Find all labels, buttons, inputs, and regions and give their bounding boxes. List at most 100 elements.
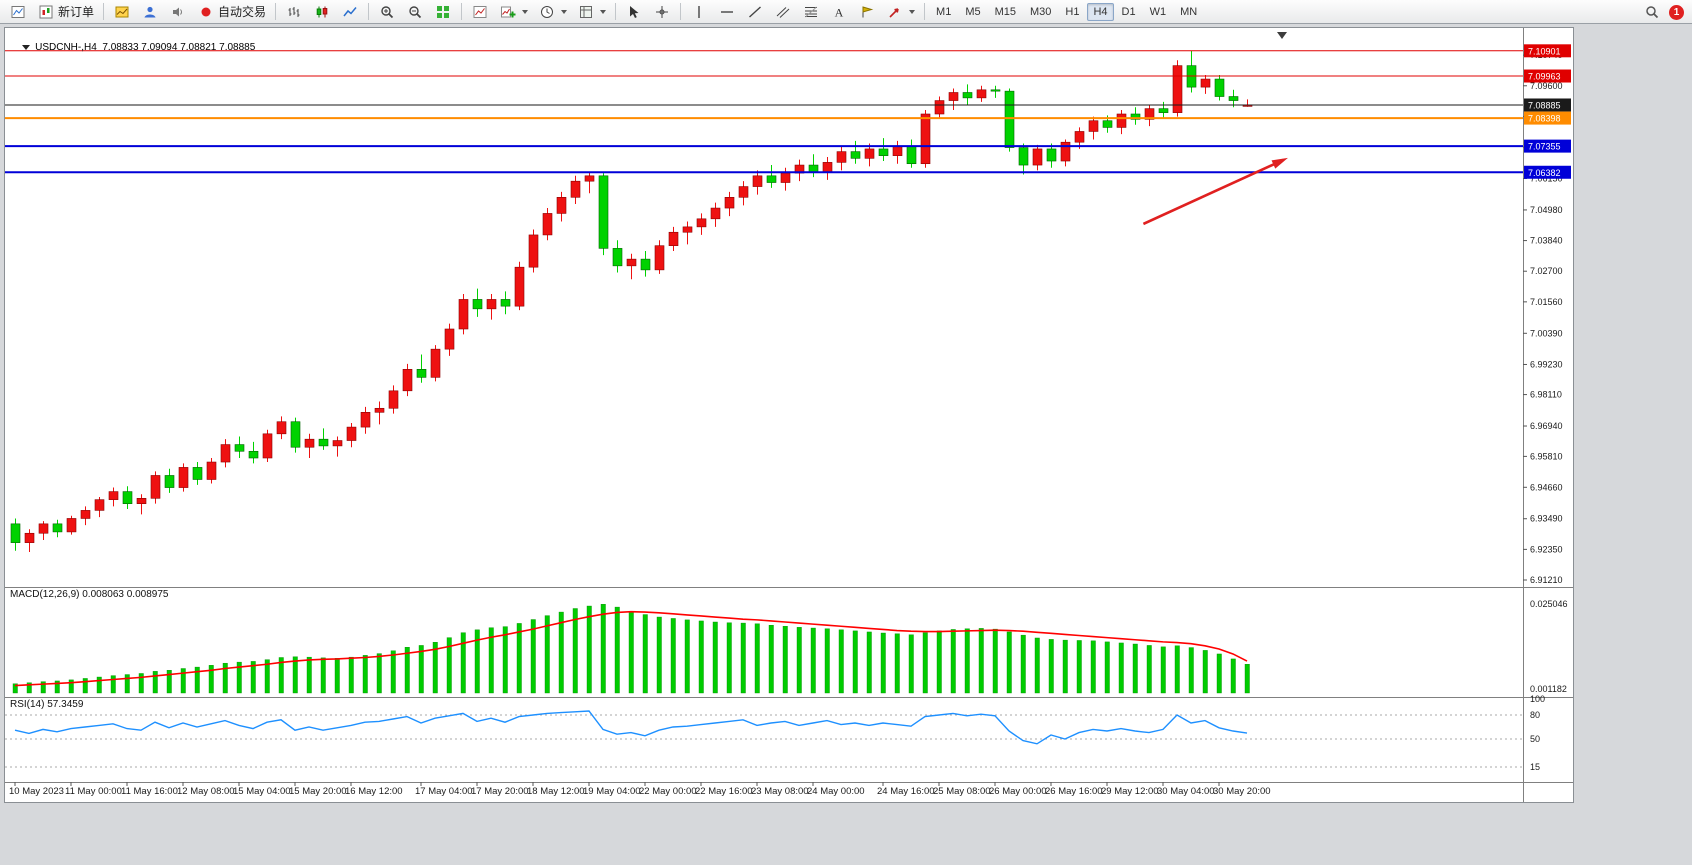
timeframe-h4-button[interactable]: H4 (1087, 2, 1114, 21)
search-icon[interactable] (1643, 3, 1661, 21)
tile-windows-button[interactable] (429, 2, 457, 22)
macd-histogram-bar (894, 633, 900, 694)
macd-histogram-bar (1160, 646, 1166, 694)
periods-button[interactable] (533, 2, 572, 22)
candle-body (402, 369, 413, 392)
zoom-in-button[interactable] (373, 2, 401, 22)
timeframe-m15-button[interactable]: M15 (994, 5, 1016, 18)
macd-signal-line (14, 610, 1248, 687)
time-label: 17 May 20:00 (471, 786, 529, 797)
toolbar-separator (680, 3, 682, 20)
candle-body (626, 258, 637, 267)
alerts-button[interactable] (164, 2, 192, 22)
chevron-down-icon[interactable] (909, 9, 916, 14)
arrows-icon (886, 3, 904, 21)
add-indicator-button[interactable] (494, 2, 533, 22)
profiles-button[interactable] (108, 2, 136, 22)
indicators-button[interactable] (466, 2, 494, 22)
vertical-line-tool-button[interactable] (685, 2, 713, 22)
price-badge-label: 7.08885 (1528, 100, 1561, 110)
time-label: 15 May 04:00 (233, 786, 291, 797)
candle-body (346, 426, 357, 441)
time-label: 19 May 04:00 (583, 786, 641, 797)
timeframe-m1-button[interactable]: M1 (936, 5, 952, 18)
macd-histogram-bar (1076, 640, 1082, 694)
notification-badge[interactable]: 1 (1669, 4, 1684, 20)
horizontal-line-tool-button[interactable] (713, 2, 741, 22)
timeframe-m30-button[interactable]: M30 (1030, 5, 1052, 18)
candle-body (150, 475, 161, 499)
macd-histogram-bar (866, 631, 872, 694)
time-axis[interactable]: 10 May 2023 11 May 00:00 11 May 16:00 12 Ma… (9, 782, 1271, 797)
label-tool-button[interactable] (853, 2, 881, 22)
macd-histogram-bar (880, 632, 886, 694)
candle-body (752, 175, 763, 187)
timeframe-mn-button[interactable]: MN (1180, 5, 1198, 18)
axis-label: 80 (1530, 710, 1540, 720)
arrows-tool-button[interactable] (881, 2, 920, 22)
templates-button[interactable] (572, 2, 611, 22)
time-label: 26 May 16:00 (1045, 786, 1103, 797)
candle-body (192, 467, 203, 480)
new-chart-icon (9, 3, 27, 21)
trendline-tool-button[interactable] (741, 2, 769, 22)
macd-histogram-bar (222, 662, 228, 694)
macd-histogram-bar (446, 637, 452, 694)
chevron-down-icon[interactable] (600, 9, 607, 14)
macd-histogram-bar (628, 611, 634, 694)
macd-histogram-bar (166, 670, 172, 694)
candle-body (682, 226, 693, 233)
bar-chart-mode-button[interactable] (280, 2, 308, 22)
time-label: 29 May 12:00 (1101, 786, 1159, 797)
axis-label: 0.025046 (1530, 599, 1568, 609)
macd-histogram-bar (138, 673, 144, 694)
macd-histogram-bar (1188, 647, 1194, 694)
axis-label: 7.00390 (1530, 328, 1563, 338)
autotrade-button[interactable]: 自动交易 (192, 2, 271, 22)
zoom-out-button[interactable] (401, 2, 429, 22)
price-badge-label: 7.09963 (1528, 72, 1561, 82)
candle-body (416, 369, 427, 378)
macd-histogram-bar (922, 632, 928, 694)
candle-body (234, 444, 245, 452)
timeframe-h1-button[interactable]: H1 (1065, 5, 1080, 18)
cursor-tool-button[interactable] (620, 2, 648, 22)
new-order-button[interactable]: 新订单 (32, 2, 99, 22)
price-badge (1524, 111, 1571, 125)
macd-histogram-bar (12, 683, 18, 694)
time-label: 18 May 12:00 (527, 786, 585, 797)
fibo-icon (802, 3, 820, 21)
add-indicator-icon (499, 3, 517, 21)
timeframe-w1-button[interactable]: W1 (1149, 5, 1167, 18)
macd-histogram-bar (908, 634, 914, 694)
candle-body (94, 499, 105, 511)
candle-body (178, 467, 189, 488)
price-chart[interactable]: 7.107407.096007.084607.073207.061507.049… (5, 28, 1573, 802)
line-chart-mode-button[interactable] (336, 2, 364, 22)
macd-histogram-bar (530, 619, 536, 694)
chevron-down-icon[interactable] (522, 9, 529, 14)
cursor-icon (625, 3, 643, 21)
fibonacci-tool-button[interactable] (797, 2, 825, 22)
timeframe-m5-button[interactable]: M5 (965, 5, 981, 18)
macd-histogram-bar (740, 622, 746, 694)
text-tool-button[interactable]: A (825, 2, 853, 22)
candle-body (584, 175, 595, 182)
candle-body (934, 100, 945, 115)
axis-label: 15 (1530, 762, 1540, 772)
candle-body (1214, 78, 1225, 97)
macd-histogram-bar (572, 608, 578, 694)
market-watch-button[interactable] (136, 2, 164, 22)
chevron-down-icon[interactable] (561, 9, 568, 14)
channel-tool-button[interactable] (769, 2, 797, 22)
candlestick-mode-button[interactable] (308, 2, 336, 22)
timeframe-d1-button[interactable]: D1 (1121, 5, 1136, 18)
macd-histogram-bar (796, 627, 802, 694)
new-chart-button[interactable] (4, 2, 32, 22)
price-axis[interactable]: 7.107407.096007.084607.073207.061507.049… (1523, 44, 1571, 772)
candle-body (864, 148, 875, 159)
trend-arrow[interactable] (1142, 158, 1284, 226)
axis-label: 6.95810 (1530, 451, 1563, 461)
crosshair-tool-button[interactable] (648, 2, 676, 22)
candle-body (1116, 113, 1127, 128)
